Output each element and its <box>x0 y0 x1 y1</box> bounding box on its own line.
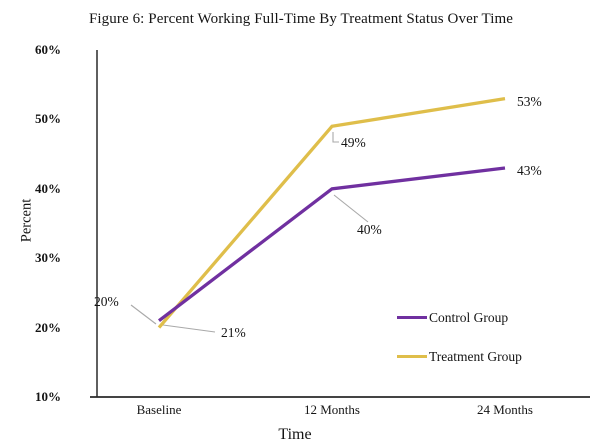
label-leader-line <box>333 194 369 223</box>
y-tick-label: 40% <box>35 180 61 196</box>
data-point-label: 43% <box>517 163 542 178</box>
x-tick-label: Baseline <box>136 402 182 417</box>
data-point-label: 49% <box>341 135 366 150</box>
legend-line-swatch <box>397 355 427 358</box>
series-line-control-group <box>157 166 506 323</box>
chart-title: Figure 6: Percent Working Full-Time By T… <box>88 11 514 27</box>
x-axis-title: Time <box>278 426 312 443</box>
data-point-label: 40% <box>357 222 382 237</box>
label-leader-line <box>162 324 216 333</box>
label-leader-line <box>332 132 339 143</box>
series-line-treatment-group <box>157 96 506 329</box>
legend-label: Treatment Group <box>429 349 522 364</box>
data-point-label: 20% <box>94 294 119 309</box>
y-tick-label: 10% <box>35 389 61 404</box>
y-tick-label: 20% <box>35 319 61 335</box>
legend-line-swatch <box>397 316 427 319</box>
y-tick-label: 60% <box>35 42 61 57</box>
x-tick-label: 12 Months <box>304 402 360 417</box>
y-tick-label: 50% <box>35 111 61 127</box>
legend-label: Control Group <box>429 310 509 325</box>
data-point-label: 53% <box>517 94 542 109</box>
x-tick-label: 24 Months <box>477 402 533 417</box>
data-point-label: 21% <box>221 325 246 340</box>
y-tick-label: 30% <box>35 250 61 266</box>
label-leader-line <box>130 304 157 325</box>
